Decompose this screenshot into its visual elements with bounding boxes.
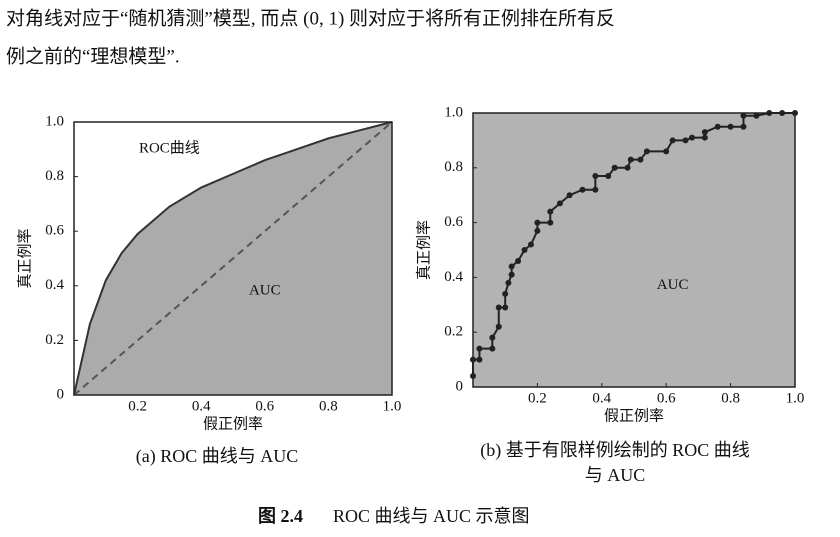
point: [669, 137, 676, 144]
annotation: ROC曲线: [139, 140, 200, 157]
x-tick-label: 0.8: [721, 390, 740, 406]
point: [682, 137, 689, 144]
point: [508, 263, 515, 270]
x-tick-label: 0.6: [657, 390, 676, 406]
point: [566, 192, 573, 199]
point: [740, 112, 747, 119]
x-axis-label: 假正例率: [203, 415, 263, 432]
x-tick-label: 1.0: [383, 398, 402, 414]
y-tick-label: 0.2: [45, 332, 64, 348]
point: [495, 323, 502, 330]
caption: 与 AUC: [585, 465, 646, 485]
paragraph-line: 对角线对应于“随机猜测”模型, 而点 (0, 1) 则对应于将所有正例排在所有反: [6, 7, 615, 29]
point: [701, 134, 708, 141]
y-tick-label: 0: [456, 378, 464, 394]
roc-line: [73, 121, 393, 396]
point: [534, 219, 541, 226]
y-tick-label: 1.0: [45, 113, 64, 129]
caption: (b) 基于有限样例绘制的 ROC 曲线: [480, 440, 750, 461]
point: [556, 200, 563, 207]
point: [476, 356, 483, 363]
point: [605, 173, 612, 180]
point: [663, 148, 670, 155]
point: [495, 304, 502, 311]
paragraph-line: 例之前的“理想模型”.: [6, 45, 180, 67]
y-tick-label: 0.2: [444, 324, 463, 340]
point: [627, 156, 634, 163]
point: [527, 241, 534, 248]
x-tick-label: 0.8: [319, 398, 338, 414]
y-tick-label: 1.0: [444, 104, 463, 120]
point: [489, 345, 496, 352]
point: [508, 271, 515, 278]
x-tick-label: 0.2: [128, 398, 147, 414]
y-tick-label: 0.6: [444, 214, 463, 230]
point: [502, 290, 509, 297]
y-tick-label: 0.4: [45, 277, 64, 293]
y-tick-label: 0: [57, 386, 65, 402]
x-tick-label: 0.6: [255, 398, 274, 414]
point: [727, 123, 734, 130]
roc-line: [73, 121, 393, 396]
annotation: AUC: [657, 277, 689, 293]
point: [521, 247, 528, 253]
y-axis-label: 真正例率: [414, 220, 432, 280]
point: [701, 129, 708, 136]
point: [592, 186, 599, 193]
point: [688, 134, 695, 141]
x-axis-label: 假正例率: [604, 407, 664, 424]
y-tick-label: 0.6: [45, 223, 64, 239]
y-tick-label: 0.8: [45, 168, 64, 184]
point: [624, 164, 631, 171]
plot-frame: [73, 121, 393, 396]
x-tick-label: 0.4: [592, 390, 611, 406]
point: [489, 334, 496, 341]
x-tick-label: 0.4: [192, 398, 211, 414]
point: [547, 219, 554, 226]
x-tick-label: 0.2: [528, 390, 547, 406]
point: [592, 173, 599, 180]
y-axis-label: 真正例率: [15, 228, 33, 288]
point: [714, 123, 721, 130]
point: [579, 186, 586, 193]
point: [534, 227, 541, 234]
figure-caption: ROC 曲线与 AUC 示意图: [333, 506, 530, 526]
annotation: AUC: [249, 283, 281, 299]
x-tick-label: 1.0: [786, 390, 805, 406]
point: [505, 279, 512, 286]
plot-background: [473, 113, 795, 387]
point: [643, 148, 650, 155]
y-tick-label: 0.4: [444, 269, 463, 285]
caption: (a) ROC 曲线与 AUC: [136, 446, 299, 467]
point: [476, 345, 483, 352]
point: [740, 123, 747, 130]
point: [502, 304, 509, 311]
point: [637, 156, 644, 163]
point: [547, 208, 554, 215]
point: [753, 112, 760, 119]
point: [611, 164, 618, 171]
y-tick-label: 0.8: [444, 159, 463, 175]
point: [515, 257, 522, 264]
figure-label: 图 2.4: [258, 506, 303, 526]
plot-frame: [472, 112, 796, 388]
